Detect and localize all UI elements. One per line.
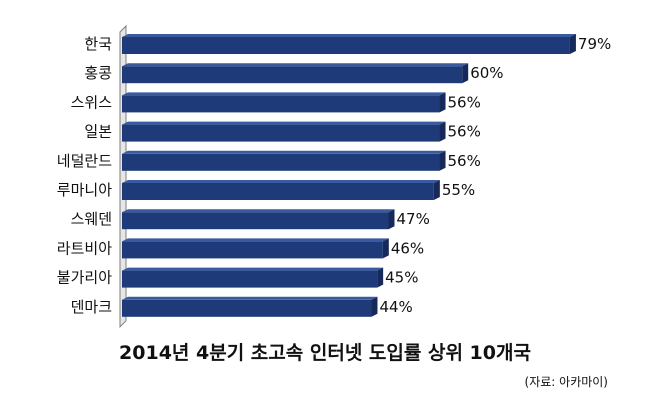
bar <box>122 238 389 259</box>
bar-top <box>122 121 446 125</box>
bar-end <box>439 121 446 142</box>
bar <box>122 150 446 171</box>
bar-top <box>122 209 395 213</box>
bar-end <box>377 267 384 288</box>
bar-top <box>122 150 446 154</box>
value-label: 47% <box>396 210 429 228</box>
value-label: 56% <box>448 152 481 170</box>
bar <box>122 267 384 288</box>
chart-title: 2014년 4분기 초고속 인터넷 도입률 상위 10개국 <box>119 342 531 364</box>
bar-top <box>122 34 576 37</box>
bar-top <box>122 92 446 96</box>
chart-bars <box>122 34 576 317</box>
bar-front <box>122 212 389 230</box>
bar-front <box>122 183 434 200</box>
value-labels: 79% 60% 56% 56% 56% 55% 47% 46% 45% 44% <box>379 35 611 316</box>
bar-front <box>122 95 440 113</box>
bar <box>122 63 469 84</box>
category-label: 루마니아 <box>57 181 112 199</box>
category-label: 스위스 <box>71 93 113 111</box>
bar <box>122 34 576 54</box>
category-label: 일본 <box>84 123 112 141</box>
bar-end <box>439 92 446 113</box>
bar <box>122 180 440 200</box>
bar-end <box>569 34 576 54</box>
bar <box>122 296 378 317</box>
bar-front <box>122 241 383 259</box>
bar-front <box>122 299 372 317</box>
category-label: 불가리아 <box>57 269 112 287</box>
value-label: 56% <box>448 93 481 111</box>
bar-top <box>122 267 384 271</box>
value-label: 60% <box>470 64 503 82</box>
category-label: 라트비아 <box>57 239 112 257</box>
bar-top <box>122 296 378 300</box>
value-label: 46% <box>391 239 424 257</box>
category-label: 네덜란드 <box>57 152 112 170</box>
bar-end <box>433 180 440 200</box>
bar <box>122 121 446 142</box>
bar-end <box>371 296 378 317</box>
bar-end <box>382 238 389 259</box>
bar-top <box>122 63 469 67</box>
value-label: 45% <box>385 269 418 287</box>
bar-end <box>462 63 469 84</box>
value-label: 79% <box>578 35 611 53</box>
bar-front <box>122 153 440 171</box>
value-label: 55% <box>442 181 475 199</box>
source-note: (자료: 아카마이) <box>524 375 608 389</box>
bar-end <box>439 150 446 171</box>
bar <box>122 209 395 230</box>
category-label: 한국 <box>84 35 112 53</box>
bar-top <box>122 238 389 242</box>
bar-front <box>122 37 570 54</box>
value-label: 56% <box>448 123 481 141</box>
bar-front <box>122 124 440 142</box>
bar-front <box>122 66 463 84</box>
bar-front <box>122 270 378 288</box>
bar <box>122 92 446 113</box>
value-label: 44% <box>379 298 412 316</box>
bar-top <box>122 180 440 183</box>
bar-end <box>388 209 395 230</box>
category-label: 홍콩 <box>84 64 112 82</box>
category-label: 스웨덴 <box>71 210 112 228</box>
category-label: 덴마크 <box>71 298 112 316</box>
